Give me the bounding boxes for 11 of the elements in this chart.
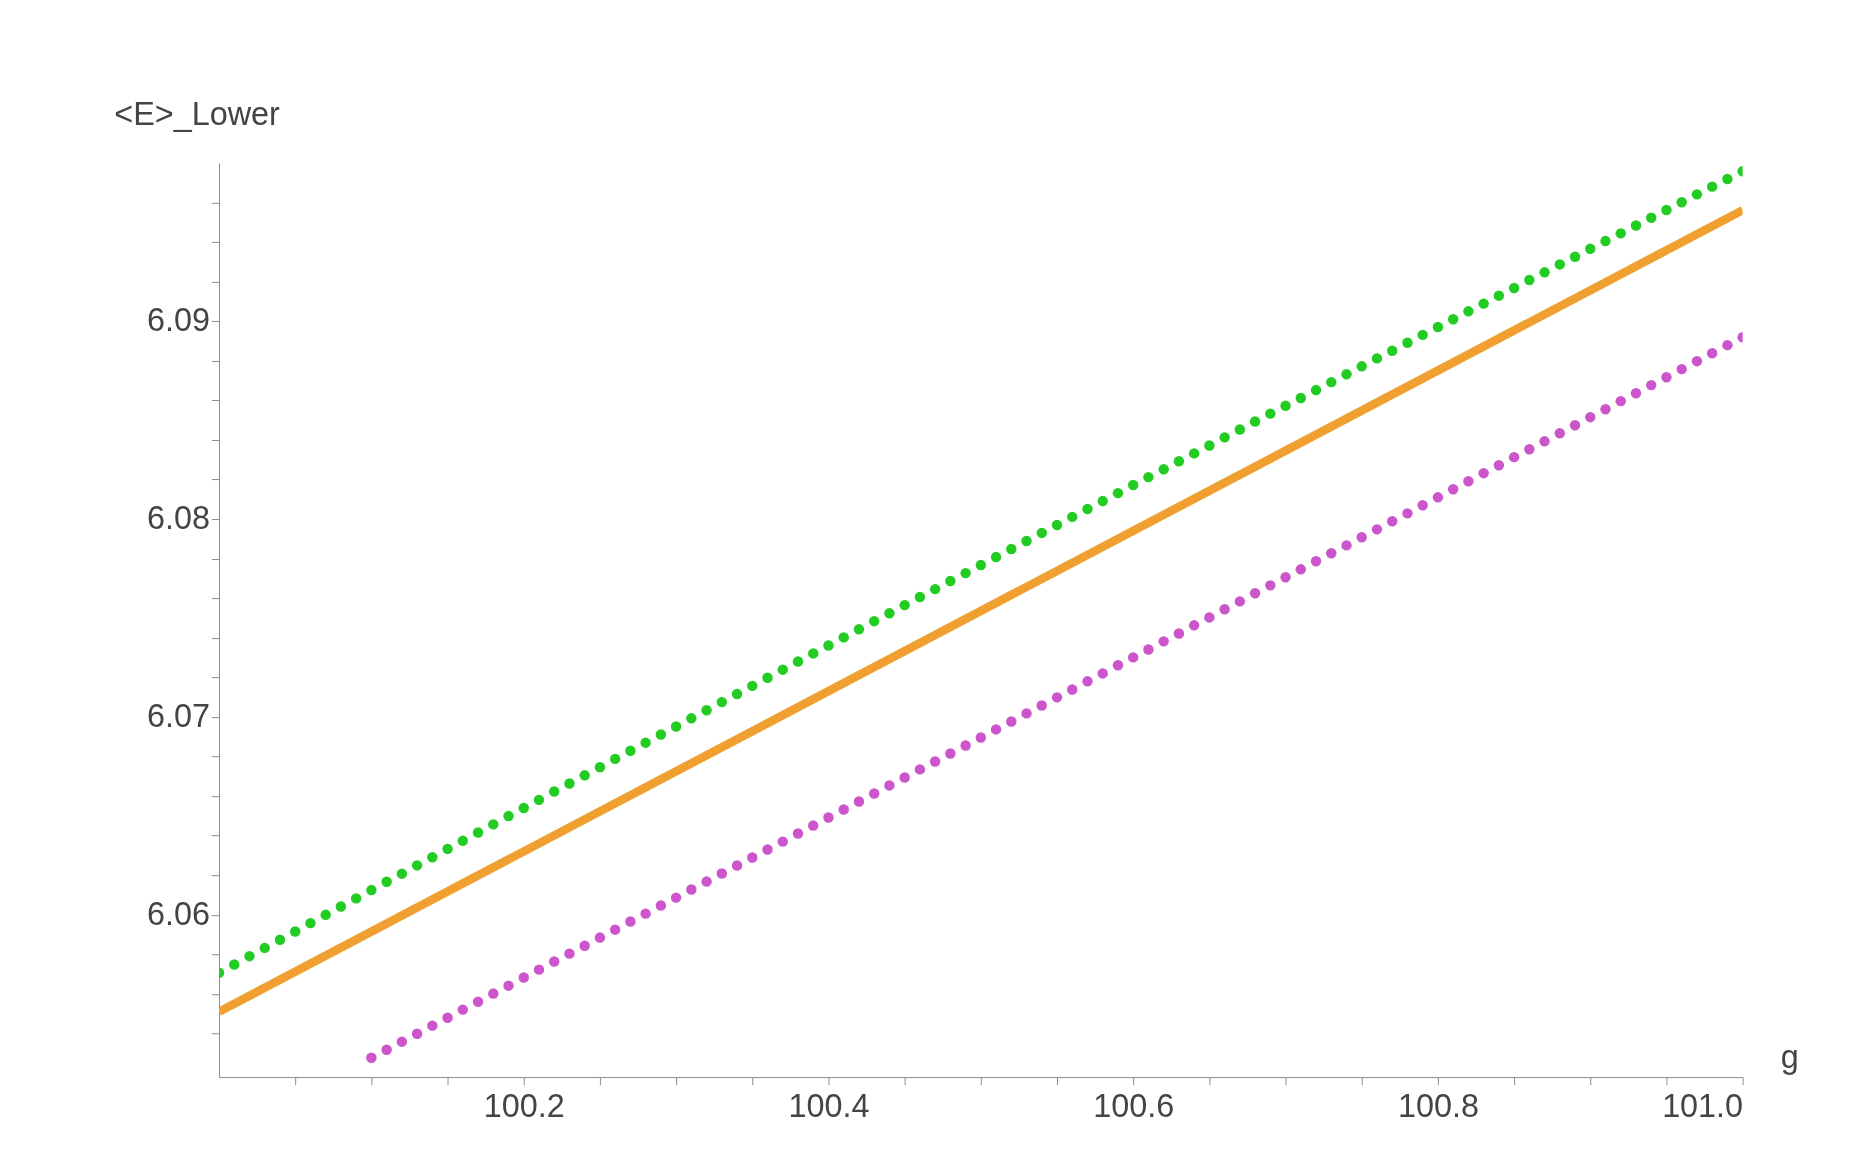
x-tick-label: 100.6	[1093, 1087, 1175, 1124]
x-tick-label: 101.0	[1662, 1087, 1744, 1124]
y-axis-title: <E>_Lower	[114, 95, 281, 132]
y-tick-label: 6.06	[146, 895, 210, 932]
x-axis-title: g	[1780, 1038, 1799, 1075]
y-tick-label: 6.07	[146, 697, 210, 734]
x-tick-label: 100.2	[483, 1087, 565, 1124]
x-tick-label: 100.4	[788, 1087, 870, 1124]
y-tick-label: 6.09	[146, 302, 210, 339]
x-tick-label: 100.8	[1397, 1087, 1479, 1124]
y-tick-label: 6.08	[146, 500, 210, 537]
